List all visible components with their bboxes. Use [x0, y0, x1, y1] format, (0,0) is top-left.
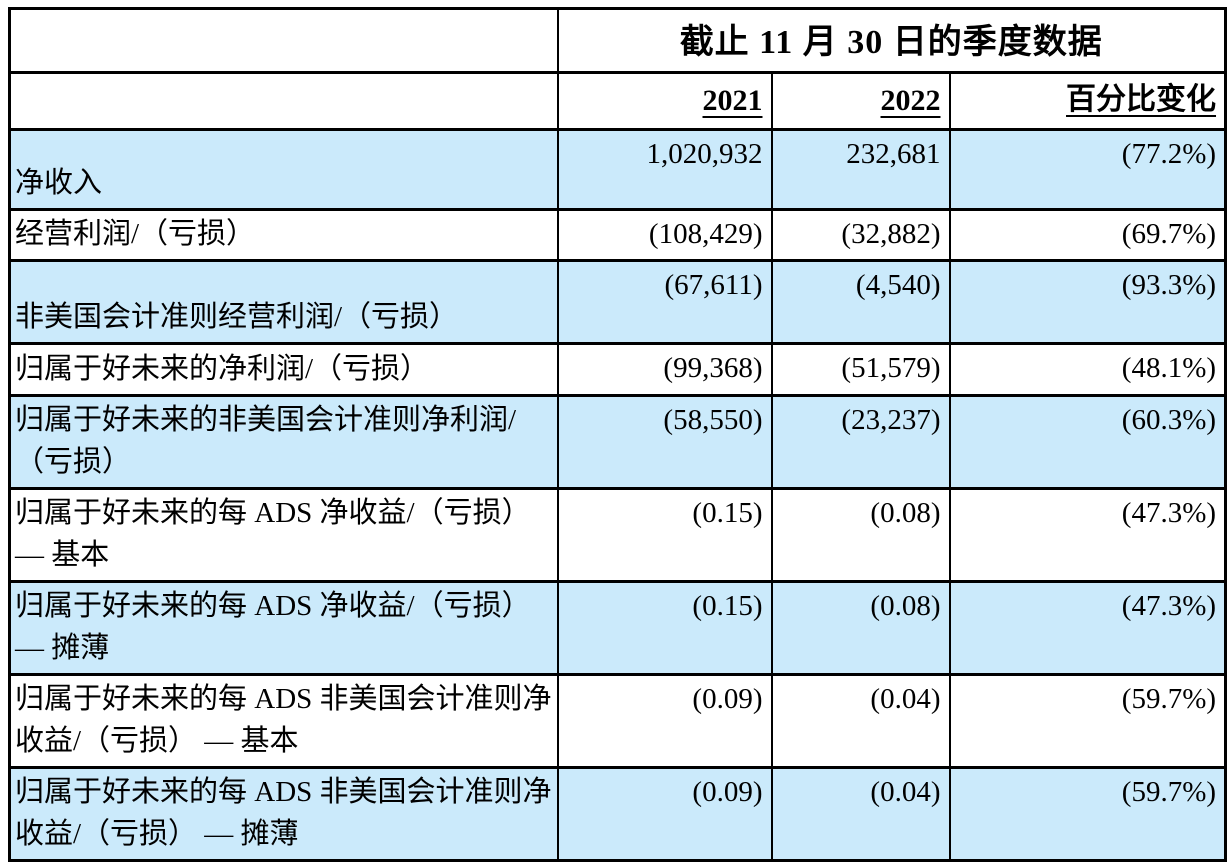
table-row-operating-loss: 经营利润/（亏损） (108,429) (32,882) (69.7%) [8, 208, 1227, 262]
table-row-non-gaap-loss-per-ads-diluted: 归属于好未来的每 ADS 非美国会计准则净收益/（亏损） — 摊薄 (0.09)… [8, 766, 1227, 862]
value-pct-change: (59.7%) [948, 766, 1227, 862]
value-pct-change: (60.3%) [948, 394, 1227, 490]
row-label: 非美国会计准则经营利润/（亏损） [8, 259, 559, 345]
value-2021: (0.09) [556, 766, 773, 862]
value-2021: (99,368) [556, 342, 773, 397]
value-pct-change: (48.1%) [948, 342, 1227, 397]
column-header-2022: 2022 [770, 71, 951, 131]
value-2022: (0.08) [770, 487, 951, 583]
year-header-row: 2021 2022 百分比变化 [8, 71, 1227, 131]
value-2022: (0.08) [770, 580, 951, 676]
row-label: 归属于好未来的净利润/（亏损） [8, 342, 559, 397]
value-2022: (51,579) [770, 342, 951, 397]
row-label: 归属于好未来的每 ADS 净收益/（亏损） — 摊薄 [8, 580, 559, 676]
table-row-loss-per-ads-basic: 归属于好未来的每 ADS 净收益/（亏损） — 基本 (0.15) (0.08)… [8, 487, 1227, 583]
value-2022: (23,237) [770, 394, 951, 490]
period-title: 截止 11 月 30 日的季度数据 [556, 7, 1227, 74]
table-row-net-revenue: 净收入 1,020,932 232,681 (77.2%) [8, 128, 1227, 211]
row-label: 净收入 [8, 128, 559, 211]
value-2022: (0.04) [770, 673, 951, 769]
value-pct-change: (93.3%) [948, 259, 1227, 345]
column-header-2021-label: 2021 [702, 84, 763, 117]
value-2021: (0.15) [556, 580, 773, 676]
table-row-non-gaap-net-loss-attributable: 归属于好未来的非美国会计准则净利润/（亏损） (58,550) (23,237)… [8, 394, 1227, 490]
value-2022: (32,882) [770, 208, 951, 262]
value-2021: (67,611) [556, 259, 773, 345]
table-row-net-loss-attributable: 归属于好未来的净利润/（亏损） (99,368) (51,579) (48.1%… [8, 342, 1227, 397]
value-2021: 1,020,932 [556, 128, 773, 211]
quarterly-results-table: 截止 11 月 30 日的季度数据 2021 2022 百分比变化 净收入 1,… [8, 7, 1228, 862]
value-pct-change: (59.7%) [948, 673, 1227, 769]
value-pct-change: (47.3%) [948, 487, 1227, 583]
value-2022: (0.04) [770, 766, 951, 862]
label-blank-cell [8, 71, 559, 131]
value-2022: (4,540) [770, 259, 951, 345]
value-2021: (58,550) [556, 394, 773, 490]
column-header-pct-change-label: 百分比变化 [1066, 83, 1217, 116]
column-header-pct-change: 百分比变化 [948, 71, 1227, 131]
corner-blank-cell [8, 7, 559, 74]
row-label: 归属于好未来的每 ADS 净收益/（亏损） — 基本 [8, 487, 559, 583]
row-label: 归属于好未来的每 ADS 非美国会计准则净收益/（亏损） — 摊薄 [8, 766, 559, 862]
period-header-row: 截止 11 月 30 日的季度数据 [8, 7, 1227, 74]
table-row-non-gaap-operating-loss: 非美国会计准则经营利润/（亏损） (67,611) (4,540) (93.3%… [8, 259, 1227, 345]
value-pct-change: (47.3%) [948, 580, 1227, 676]
value-2021: (0.09) [556, 673, 773, 769]
value-pct-change: (77.2%) [948, 128, 1227, 211]
table-row-non-gaap-loss-per-ads-basic: 归属于好未来的每 ADS 非美国会计准则净收益/（亏损） — 基本 (0.09)… [8, 673, 1227, 769]
row-label: 归属于好未来的非美国会计准则净利润/（亏损） [8, 394, 559, 490]
row-label: 经营利润/（亏损） [8, 208, 559, 262]
value-2021: (0.15) [556, 487, 773, 583]
value-pct-change: (69.7%) [948, 208, 1227, 262]
column-header-2022-label: 2022 [880, 84, 941, 117]
column-header-2021: 2021 [556, 71, 773, 131]
value-2022: 232,681 [770, 128, 951, 211]
table-row-loss-per-ads-diluted: 归属于好未来的每 ADS 净收益/（亏损） — 摊薄 (0.15) (0.08)… [8, 580, 1227, 676]
value-2021: (108,429) [556, 208, 773, 262]
row-label: 归属于好未来的每 ADS 非美国会计准则净收益/（亏损） — 基本 [8, 673, 559, 769]
